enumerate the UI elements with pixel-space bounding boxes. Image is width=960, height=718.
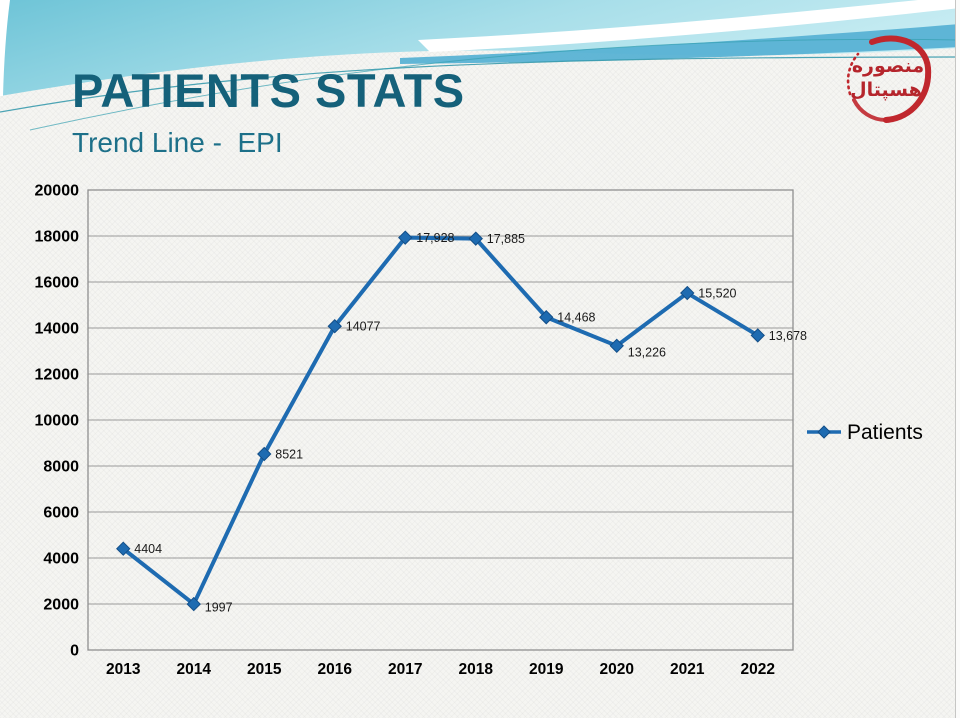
data-point-marker — [257, 446, 272, 462]
data-point-marker — [398, 230, 413, 245]
header-wave-graphic — [0, 0, 960, 131]
white-band — [418, 0, 960, 52]
x-tick-label: 2013 — [106, 661, 141, 678]
thin-curve-1 — [0, 56, 960, 113]
series-line — [121, 235, 760, 607]
legend-marker — [817, 425, 831, 439]
x-tick-label: 2015 — [247, 661, 282, 678]
y-tick-label: 18000 — [35, 229, 80, 246]
data-label: 4404 — [134, 542, 162, 556]
legend-label: Patients — [847, 421, 923, 444]
data-label: 13,678 — [769, 329, 807, 343]
data-label: 1997 — [205, 601, 233, 615]
x-tick-label: 2020 — [600, 661, 634, 678]
data-point-marker — [539, 310, 554, 325]
hospital-logo: منصوره هسپتال — [846, 35, 932, 123]
y-tick-label: 2000 — [43, 597, 79, 614]
data-point-marker — [327, 319, 342, 334]
x-tick-label: 2018 — [459, 661, 494, 678]
logo-text-line1: منصوره — [852, 55, 924, 77]
data-label: 8521 — [275, 448, 303, 462]
data-point-marker — [609, 338, 624, 354]
x-tick-label: 2016 — [318, 661, 353, 678]
y-tick-label: 0 — [70, 643, 79, 660]
x-tick-label: 2021 — [670, 661, 705, 678]
data-label: 14,468 — [557, 311, 595, 325]
logo-text-line2: هسپتال — [850, 79, 922, 101]
y-tick-label: 16000 — [35, 275, 80, 292]
y-tick-label: 10000 — [35, 413, 80, 430]
plot-border — [87, 189, 794, 651]
page-title: PATIENTS STATS — [72, 64, 465, 117]
title-block: PATIENTS STATS Trend Line - EPI — [72, 66, 465, 159]
y-tick-label: 4000 — [43, 551, 79, 568]
logo-swirl-arc — [869, 35, 932, 123]
y-tick-label: 8000 — [43, 459, 79, 476]
data-point-marker — [680, 285, 695, 301]
y-tick-label: 12000 — [35, 367, 80, 384]
x-tick-label: 2014 — [177, 661, 212, 678]
left-white-sliver — [0, 0, 10, 96]
y-tick-label: 14000 — [35, 321, 80, 338]
page-subtitle: Trend Line - EPI — [72, 127, 283, 159]
data-label: 15,520 — [698, 287, 736, 301]
x-tick-label: 2019 — [529, 661, 564, 678]
data-label: 13,226 — [628, 345, 666, 359]
data-point-marker — [186, 596, 201, 612]
logo-dotted-arc — [846, 52, 860, 96]
data-label: 17,928 — [416, 231, 454, 245]
data-point-marker — [116, 541, 131, 556]
logo-lower-arc — [852, 98, 888, 122]
x-tick-label: 2017 — [388, 661, 422, 678]
data-point-marker — [750, 328, 765, 343]
x-tick-label: 2022 — [741, 661, 775, 678]
y-tick-label: 20000 — [35, 183, 80, 200]
thin-curve-2 — [29, 38, 960, 131]
data-label: 17,885 — [487, 232, 525, 246]
y-tick-label: 6000 — [43, 505, 79, 522]
data-label: 14077 — [346, 320, 381, 334]
slide-right-edge — [955, 0, 960, 718]
data-point-marker — [468, 231, 483, 246]
